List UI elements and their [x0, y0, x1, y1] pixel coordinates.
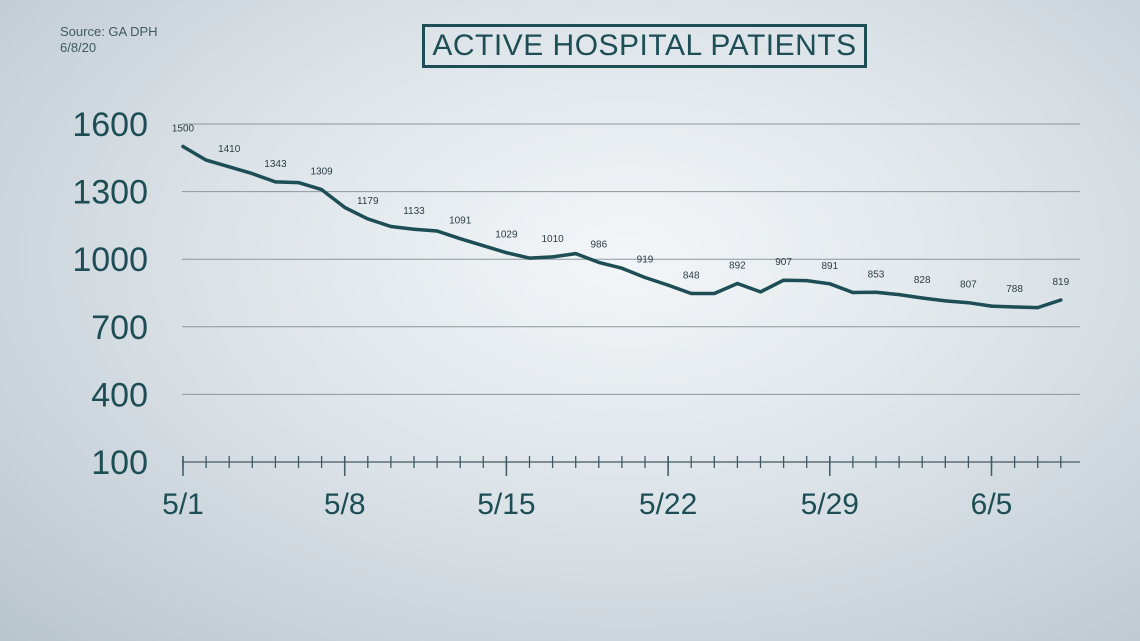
x-tick-label: 5/22	[639, 488, 697, 521]
data-point	[527, 256, 532, 260]
y-tick-label: 1000	[72, 241, 148, 279]
data-point	[551, 255, 555, 259]
data-label: 907	[775, 257, 792, 268]
data-label: 1133	[403, 206, 425, 217]
data-label: 1179	[357, 196, 379, 207]
data-point	[943, 299, 947, 303]
data-point	[666, 283, 670, 287]
source-date: 6/8/20	[60, 40, 97, 55]
data-point	[643, 275, 647, 280]
data-label: 807	[960, 280, 977, 291]
data-point	[1059, 298, 1063, 302]
data-point	[597, 260, 601, 264]
data-label: 1091	[449, 216, 472, 227]
data-point	[989, 304, 994, 308]
y-tick-label: 1600	[72, 106, 148, 144]
data-point	[296, 180, 301, 185]
data-point	[366, 217, 370, 221]
y-tick-label: 700	[91, 309, 148, 347]
data-point	[620, 266, 624, 270]
data-point	[712, 291, 716, 296]
data-point	[481, 244, 485, 248]
data-label: 1010	[541, 234, 564, 245]
data-point	[851, 290, 855, 295]
data-point	[227, 165, 231, 169]
data-label: 788	[1006, 284, 1023, 295]
x-tick-label: 6/5	[971, 488, 1013, 521]
data-label: 919	[637, 254, 654, 265]
data-point	[273, 180, 277, 184]
y-tick-label: 400	[91, 376, 148, 414]
data-label: 1500	[172, 124, 195, 135]
data-point	[758, 290, 763, 294]
data-point	[504, 251, 508, 255]
data-point	[204, 158, 208, 162]
data-label: 1343	[264, 159, 287, 170]
data-point	[897, 292, 901, 297]
source-note: Source: GA DPH 6/8/20	[60, 24, 158, 56]
source-label: Source: GA DPH	[60, 24, 158, 39]
data-point	[805, 279, 809, 283]
x-tick-label: 5/8	[324, 488, 366, 521]
data-point	[412, 227, 416, 231]
data-point	[574, 251, 578, 256]
data-label: 1410	[218, 144, 241, 155]
data-label: 891	[821, 261, 838, 272]
data-label: 819	[1052, 277, 1069, 288]
chart-title: ACTIVE HOSPITAL PATIENTS	[432, 29, 857, 62]
data-point	[1036, 306, 1040, 310]
data-label: 986	[590, 239, 607, 250]
x-tick-label: 5/15	[477, 488, 535, 521]
data-point	[389, 224, 393, 229]
data-label: 853	[868, 269, 885, 280]
data-point	[782, 278, 786, 282]
x-tick-label: 5/29	[801, 488, 859, 521]
data-label: 892	[729, 261, 746, 272]
data-point	[1013, 305, 1017, 309]
data-point	[343, 205, 347, 209]
data-point	[689, 291, 693, 296]
chart-title-box: ACTIVE HOSPITAL PATIENTS	[422, 24, 867, 68]
data-point	[735, 281, 740, 286]
data-point	[250, 171, 254, 176]
data-point	[458, 237, 462, 241]
data-label: 828	[914, 275, 931, 286]
data-point	[966, 301, 971, 305]
x-tick-label: 5/1	[162, 488, 204, 521]
data-point	[874, 290, 878, 294]
data-point	[181, 144, 185, 149]
data-label: 1029	[495, 230, 518, 241]
y-tick-label: 100	[91, 444, 148, 482]
y-tick-label: 1300	[72, 174, 148, 212]
data-point	[920, 296, 924, 300]
data-point	[828, 282, 832, 286]
data-label: 848	[683, 270, 700, 281]
data-point	[320, 187, 324, 192]
data-label: 1309	[310, 167, 333, 178]
data-point	[435, 229, 439, 233]
